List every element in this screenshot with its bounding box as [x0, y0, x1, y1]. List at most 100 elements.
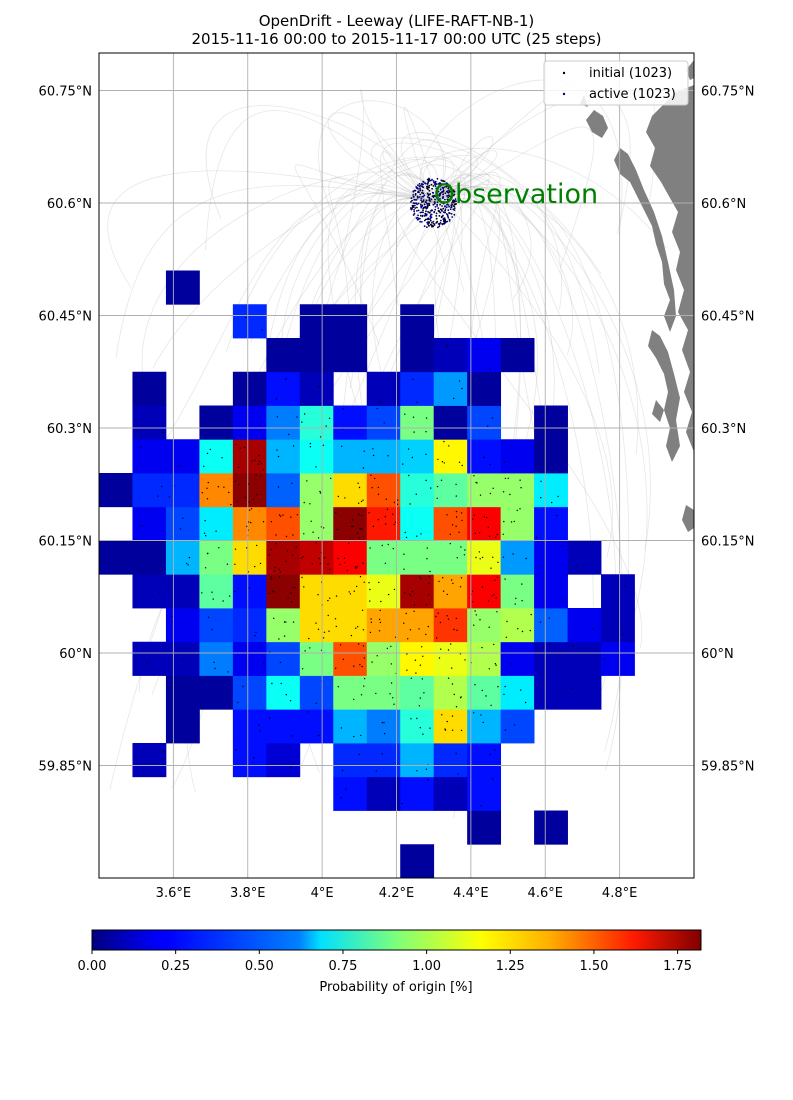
heatmap-cell — [366, 641, 401, 676]
lon-tick-label: 4.8°E — [602, 886, 637, 901]
heatmap-cell — [199, 608, 234, 643]
particle-initial — [407, 448, 410, 450]
heatmap-cell — [299, 304, 334, 339]
particle-initial — [480, 714, 482, 716]
particle-initial — [168, 496, 170, 498]
heatmap-cell — [534, 439, 568, 474]
particle-initial — [405, 536, 408, 539]
heatmap-cell — [333, 304, 368, 339]
particle-initial — [412, 416, 415, 418]
heatmap-cell — [433, 743, 468, 778]
particle-active — [450, 187, 453, 190]
particle-initial — [478, 551, 481, 553]
particle-initial — [215, 530, 217, 532]
particle-initial — [278, 568, 280, 571]
particle-initial — [315, 466, 317, 468]
particle-active — [451, 216, 454, 218]
particle-active — [428, 204, 431, 207]
heatmap-cell — [99, 473, 133, 508]
particle-active — [440, 179, 443, 182]
particle-active — [426, 192, 429, 195]
particle-active — [436, 203, 438, 206]
particle-active — [431, 178, 433, 181]
particle-initial — [491, 778, 494, 780]
particle-active — [436, 193, 438, 196]
lat-tick-label-left: 60.75°N — [39, 85, 92, 100]
particle-initial — [463, 554, 466, 556]
particle-active — [418, 196, 421, 198]
particle-initial — [481, 586, 484, 588]
colorbar: 0.00 0.25 0.50 0.75 1.00 1.25 1.50 1.75 Probabi… — [78, 929, 702, 995]
heatmap-cell — [500, 540, 535, 575]
heatmap-cell — [333, 473, 368, 508]
particle-initial — [510, 663, 512, 665]
particle-active — [442, 193, 445, 196]
particle-active — [444, 198, 446, 201]
particle-initial — [248, 483, 250, 485]
particle-initial — [413, 431, 415, 433]
particle-initial — [405, 612, 407, 615]
particle-initial — [352, 525, 354, 528]
particle-initial — [420, 533, 422, 535]
particle-active — [425, 218, 427, 221]
particle-initial — [182, 517, 184, 519]
particle-initial — [451, 667, 453, 669]
particle-initial — [415, 672, 417, 674]
particle-initial — [383, 722, 385, 724]
particle-initial — [529, 629, 531, 632]
particle-active — [444, 209, 447, 212]
particle-active — [421, 195, 424, 198]
particle-initial — [279, 661, 281, 664]
particle-active — [433, 210, 436, 213]
particle-active — [448, 220, 451, 222]
particle-initial — [392, 697, 394, 699]
particle-active — [414, 192, 417, 195]
particle-initial — [493, 643, 495, 646]
particle-active — [430, 198, 433, 201]
trajectory-line — [433, 186, 594, 607]
particle-initial — [411, 456, 414, 459]
particle-initial — [416, 770, 418, 772]
particle-active — [446, 220, 449, 223]
particle-initial — [275, 534, 277, 536]
particle-initial — [335, 595, 338, 597]
particle-active — [427, 188, 429, 191]
particle-initial — [229, 595, 231, 597]
particle-initial — [451, 715, 454, 717]
particle-initial — [429, 570, 431, 573]
heatmap-cell — [500, 641, 535, 676]
particle-initial — [420, 578, 422, 580]
particle-initial — [378, 630, 381, 632]
particle-initial — [328, 417, 331, 419]
particle-active — [434, 180, 437, 183]
land-area — [652, 400, 664, 422]
particle-initial — [481, 556, 484, 559]
particle-active — [426, 205, 429, 208]
heatmap-cell — [467, 743, 502, 778]
particle-initial — [476, 482, 478, 484]
particle-initial — [516, 509, 518, 512]
particle-initial — [207, 616, 210, 618]
particle-initial — [427, 779, 429, 781]
particle-active — [437, 223, 440, 225]
particle-active — [425, 213, 428, 216]
particle-active — [427, 194, 430, 197]
particle-initial — [234, 548, 237, 550]
heatmap-cell — [132, 405, 167, 440]
particle-initial — [289, 700, 292, 702]
particle-initial — [259, 562, 262, 565]
particles-initial — [139, 316, 626, 807]
particle-initial — [488, 535, 491, 537]
particle-active — [426, 218, 429, 221]
particle-initial — [350, 634, 353, 637]
particle-active — [447, 192, 450, 194]
particle-initial — [514, 603, 516, 605]
particle-initial — [327, 614, 329, 617]
particle-initial — [340, 797, 342, 799]
particle-active — [444, 192, 447, 195]
heatmap-cell — [467, 540, 502, 575]
particle-initial — [521, 583, 523, 585]
particle-initial — [361, 514, 363, 517]
particle-initial — [342, 658, 345, 660]
heatmap-cell — [333, 506, 368, 541]
